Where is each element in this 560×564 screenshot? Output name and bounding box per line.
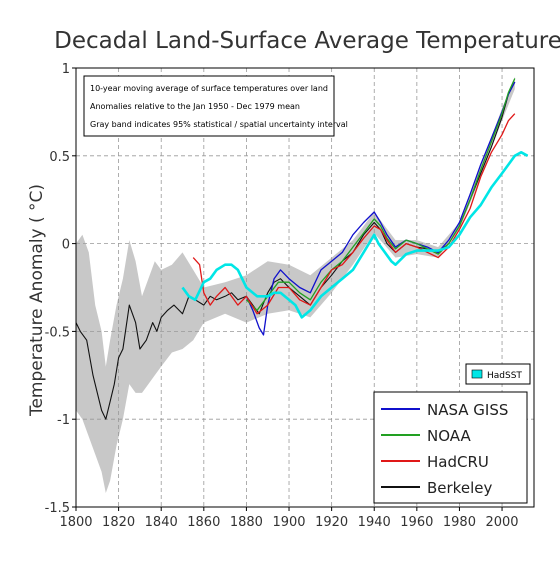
uncertainty-band-layer	[76, 76, 515, 494]
x-tick-label-1900: 1900	[272, 515, 305, 530]
series-line-hadsst	[181, 151, 529, 319]
x-tick-label-1980: 1980	[443, 515, 476, 530]
y-tick-label-1: 1	[62, 62, 70, 77]
plot-frame	[75, 67, 535, 508]
series-line-hadcru	[192, 113, 516, 315]
notes-box-frame	[83, 75, 335, 137]
uncertainty-band	[76, 76, 515, 494]
y-axis-label: Temperature Anomaly ( °C)	[27, 184, 47, 417]
y-tick-label-1: -1	[57, 413, 70, 428]
legend-label-noaa: NOAA	[427, 427, 471, 445]
legend-item-hadcru: HadCRU	[381, 453, 489, 471]
series-line-nasa-giss	[245, 81, 516, 336]
x-tick-label-1880: 1880	[230, 515, 263, 530]
x-tick-label-2000: 2000	[485, 515, 518, 530]
x-tick-label-1840: 1840	[145, 515, 178, 530]
y-tick-label-1-5: -1.5	[45, 501, 70, 516]
x-tick-label-1960: 1960	[400, 515, 433, 530]
x-tick-label-1940: 1940	[358, 515, 391, 530]
y-tick-label-0-5: 0.5	[49, 150, 70, 165]
axis-layer: 1800 1820 1840 1860 1880 1900 1920 1940 1960 1980…	[45, 62, 519, 530]
hadsst-legend: HadSST	[465, 363, 531, 385]
legend-item-berkeley: Berkeley	[381, 479, 492, 497]
x-tick-label-1920: 1920	[315, 515, 348, 530]
chart-title: Decadal Land-Surface Average Temperature	[54, 28, 560, 54]
legend-item-noaa: NOAA	[381, 427, 471, 445]
main-legend: NASA GISS NOAA HadCRU Berkeley	[373, 391, 528, 504]
y-tick-label-0: 0	[62, 238, 70, 253]
notes-box: 10-year moving average of surface temper…	[83, 75, 348, 137]
legend-label-berkeley: Berkeley	[427, 479, 492, 497]
y-tick-label-0-5: -0.5	[45, 325, 70, 340]
note-line-2: Anomalies relative to the Jan 1950 - Dec…	[90, 102, 300, 111]
legend-label-hadcru: HadCRU	[427, 453, 489, 471]
x-tick-label-1800: 1800	[59, 515, 92, 530]
hadsst-legend-label: HadSST	[487, 371, 522, 381]
note-line-3: Gray band indicates 95% statistical / sp…	[90, 120, 348, 129]
x-tick-label-1820: 1820	[102, 515, 135, 530]
series-layer	[75, 78, 529, 420]
series-line-noaa	[245, 78, 516, 311]
x-tick-label-1860: 1860	[187, 515, 220, 530]
legend-item-nasa-giss: NASA GISS	[381, 401, 508, 419]
hadsst-legend-swatch	[471, 369, 483, 379]
note-line-1: 10-year moving average of surface temper…	[90, 84, 328, 93]
hadsst-legend-frame	[465, 363, 531, 385]
legend-label-nasa-giss: NASA GISS	[427, 401, 508, 419]
main-legend-frame	[373, 391, 528, 504]
